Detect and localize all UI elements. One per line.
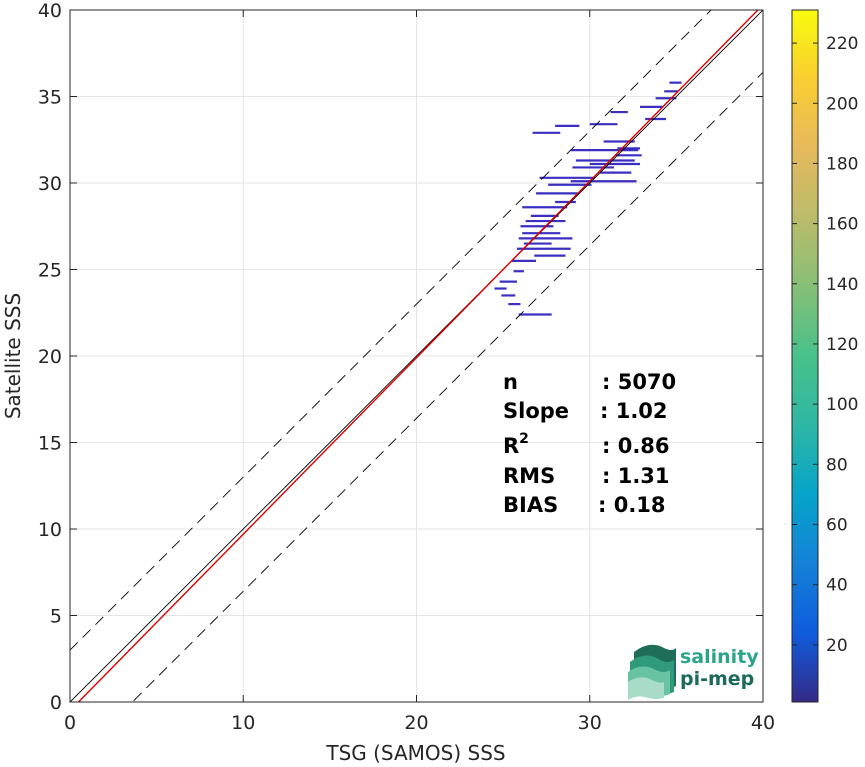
colorbar-tick-label: 100 (826, 395, 858, 415)
colorbar-tick-label: 80 (826, 455, 848, 475)
colorbar: 20 40 60 80 100 120 140 160 180 200 220 (791, 9, 858, 703)
y-tick-label: 20 (38, 346, 62, 368)
stat-r2-label: R2 (503, 431, 529, 458)
reference-lines (70, 10, 763, 702)
axis-ticks (69, 9, 764, 703)
regression-line (77, 10, 759, 702)
x-tick-label: 30 (578, 712, 602, 734)
colorbar-tick-label: 200 (826, 94, 858, 114)
salinity-pi-mep-logo: salinity pi-mep (628, 644, 759, 700)
y-tick-label: 15 (38, 433, 62, 455)
colorbar-tick-label: 180 (826, 154, 858, 174)
colorbar-tick-label: 140 (826, 275, 858, 295)
stat-slope-label: Slope (503, 399, 569, 423)
x-tick-label: 10 (231, 712, 255, 734)
density-points (494, 81, 682, 316)
y-tick-label: 40 (38, 0, 62, 22)
x-tick-label: 40 (751, 712, 775, 734)
stat-bias-label: BIAS (503, 493, 558, 517)
x-axis-title: TSG (SAMOS) SSS (325, 741, 505, 765)
stat-r2-value: : 0.86 (602, 434, 670, 458)
y-tick-label: 0 (50, 692, 62, 714)
stat-n-label: n (503, 370, 518, 394)
upper_bound-line (70, 10, 712, 651)
identity-line (70, 10, 763, 702)
logo-wave-icon (628, 644, 676, 700)
y-tick-label: 10 (38, 519, 62, 541)
stat-r2-superscript: 2 (519, 431, 529, 447)
colorbar-tick-label: 40 (826, 576, 848, 596)
logo-text-pimep: pi-mep (680, 668, 754, 690)
stat-n-value: : 5070 (602, 370, 676, 394)
stat-rms-label: RMS (503, 464, 555, 488)
colorbar-tick-label: 20 (826, 636, 848, 656)
stat-rms-value: : 1.31 (602, 464, 670, 488)
y-axis-title: Satellite SSS (1, 293, 25, 419)
x-tick-labels: 0 10 20 30 40 (64, 712, 775, 734)
lower_bound-line (131, 71, 763, 702)
colorbar-gradient (792, 10, 818, 702)
y-tick-label: 30 (38, 173, 62, 195)
y-tick-label: 35 (38, 87, 62, 109)
colorbar-ticks: 20 40 60 80 100 120 140 160 180 200 220 (792, 34, 858, 656)
colorbar-tick-label: 220 (826, 34, 858, 54)
logo-text-salinity: salinity (680, 646, 759, 668)
x-tick-label: 0 (64, 712, 76, 734)
y-tick-labels: 0 5 10 15 20 25 30 35 40 (38, 0, 62, 714)
colorbar-frame (791, 9, 819, 703)
stat-r2-base: R (503, 434, 519, 458)
stat-slope-value: : 1.02 (600, 399, 668, 423)
plot-area: 0 10 20 30 40 0 5 10 15 20 25 30 35 40 (38, 0, 775, 734)
colorbar-tick-label: 60 (826, 515, 848, 535)
x-tick-label: 20 (404, 712, 428, 734)
colorbar-tick-label: 160 (826, 215, 858, 235)
y-tick-label: 5 (50, 606, 62, 628)
colorbar-tick-label: 120 (826, 335, 858, 355)
y-tick-label: 25 (38, 260, 62, 282)
stat-bias-value: : 0.18 (598, 493, 666, 517)
stats-box: n : 5070 Slope : 1.02 R2 : 0.86 RMS : 1.… (503, 370, 676, 517)
